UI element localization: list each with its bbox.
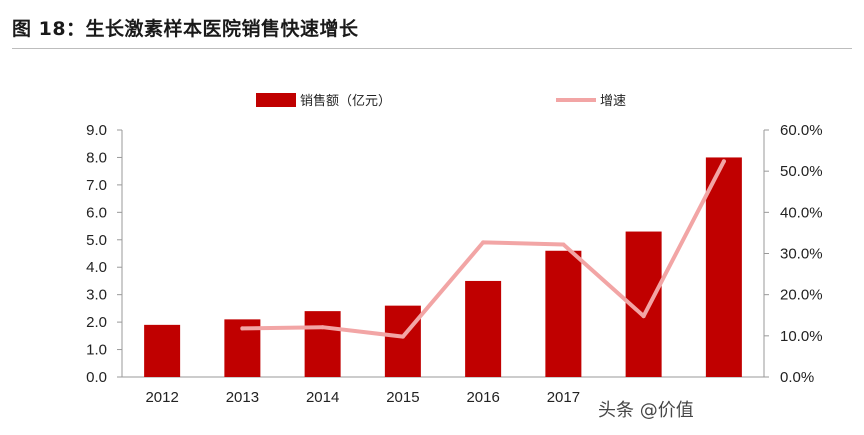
- left-tick-label: 5.0: [86, 232, 107, 249]
- legend: 销售额（亿元） 增速: [256, 93, 626, 109]
- left-tick-label: 3.0: [86, 287, 107, 304]
- right-tick-label: 30.0%: [780, 246, 823, 263]
- bar-series: [144, 157, 742, 377]
- x-tick-label: 2017: [547, 389, 580, 406]
- left-tick-label: 4.0: [86, 259, 107, 276]
- right-tick-label: 10.0%: [780, 328, 823, 345]
- line-point: [240, 326, 245, 331]
- bar: [705, 157, 742, 377]
- line-point: [320, 325, 325, 330]
- line-point: [561, 242, 566, 247]
- legend-swatch-bar: [256, 93, 296, 107]
- line-point: [641, 314, 646, 319]
- x-tick-label: 2014: [306, 389, 339, 406]
- left-tick-label: 6.0: [86, 204, 107, 221]
- legend-label-sales: 销售额（亿元）: [300, 93, 391, 109]
- bar: [545, 250, 582, 377]
- x-tick-label: 2012: [145, 389, 178, 406]
- right-tick-label: 0.0%: [780, 369, 814, 386]
- x-tick-label: 2015: [386, 389, 419, 406]
- left-tick-label: 9.0: [86, 122, 107, 139]
- right-tick-label: 40.0%: [780, 204, 823, 221]
- left-tick-label: 8.0: [86, 149, 107, 166]
- title-divider: [12, 48, 852, 49]
- line-point: [721, 159, 726, 164]
- bar: [304, 311, 341, 377]
- bar: [465, 280, 502, 377]
- bar: [384, 305, 421, 377]
- legend-label-growth: 增速: [600, 94, 626, 109]
- line-series: [240, 159, 726, 339]
- right-tick-label: 60.0%: [780, 122, 823, 139]
- left-tick-label: 0.0: [86, 369, 107, 386]
- x-tick-label: 2016: [466, 389, 499, 406]
- bar: [144, 324, 181, 377]
- right-tick-label: 50.0%: [780, 163, 823, 180]
- right-tick-label: 20.0%: [780, 287, 823, 304]
- watermark-text: 头条 @价值: [598, 400, 694, 421]
- left-tick-label: 7.0: [86, 177, 107, 194]
- x-tick-label: 2013: [226, 389, 259, 406]
- left-tick-label: 2.0: [86, 314, 107, 331]
- line-point: [481, 240, 486, 245]
- line-point: [400, 334, 405, 339]
- left-tick-label: 1.0: [86, 342, 107, 359]
- chart-title: 图 18：生长激素样本医院销售快速增长: [12, 18, 359, 40]
